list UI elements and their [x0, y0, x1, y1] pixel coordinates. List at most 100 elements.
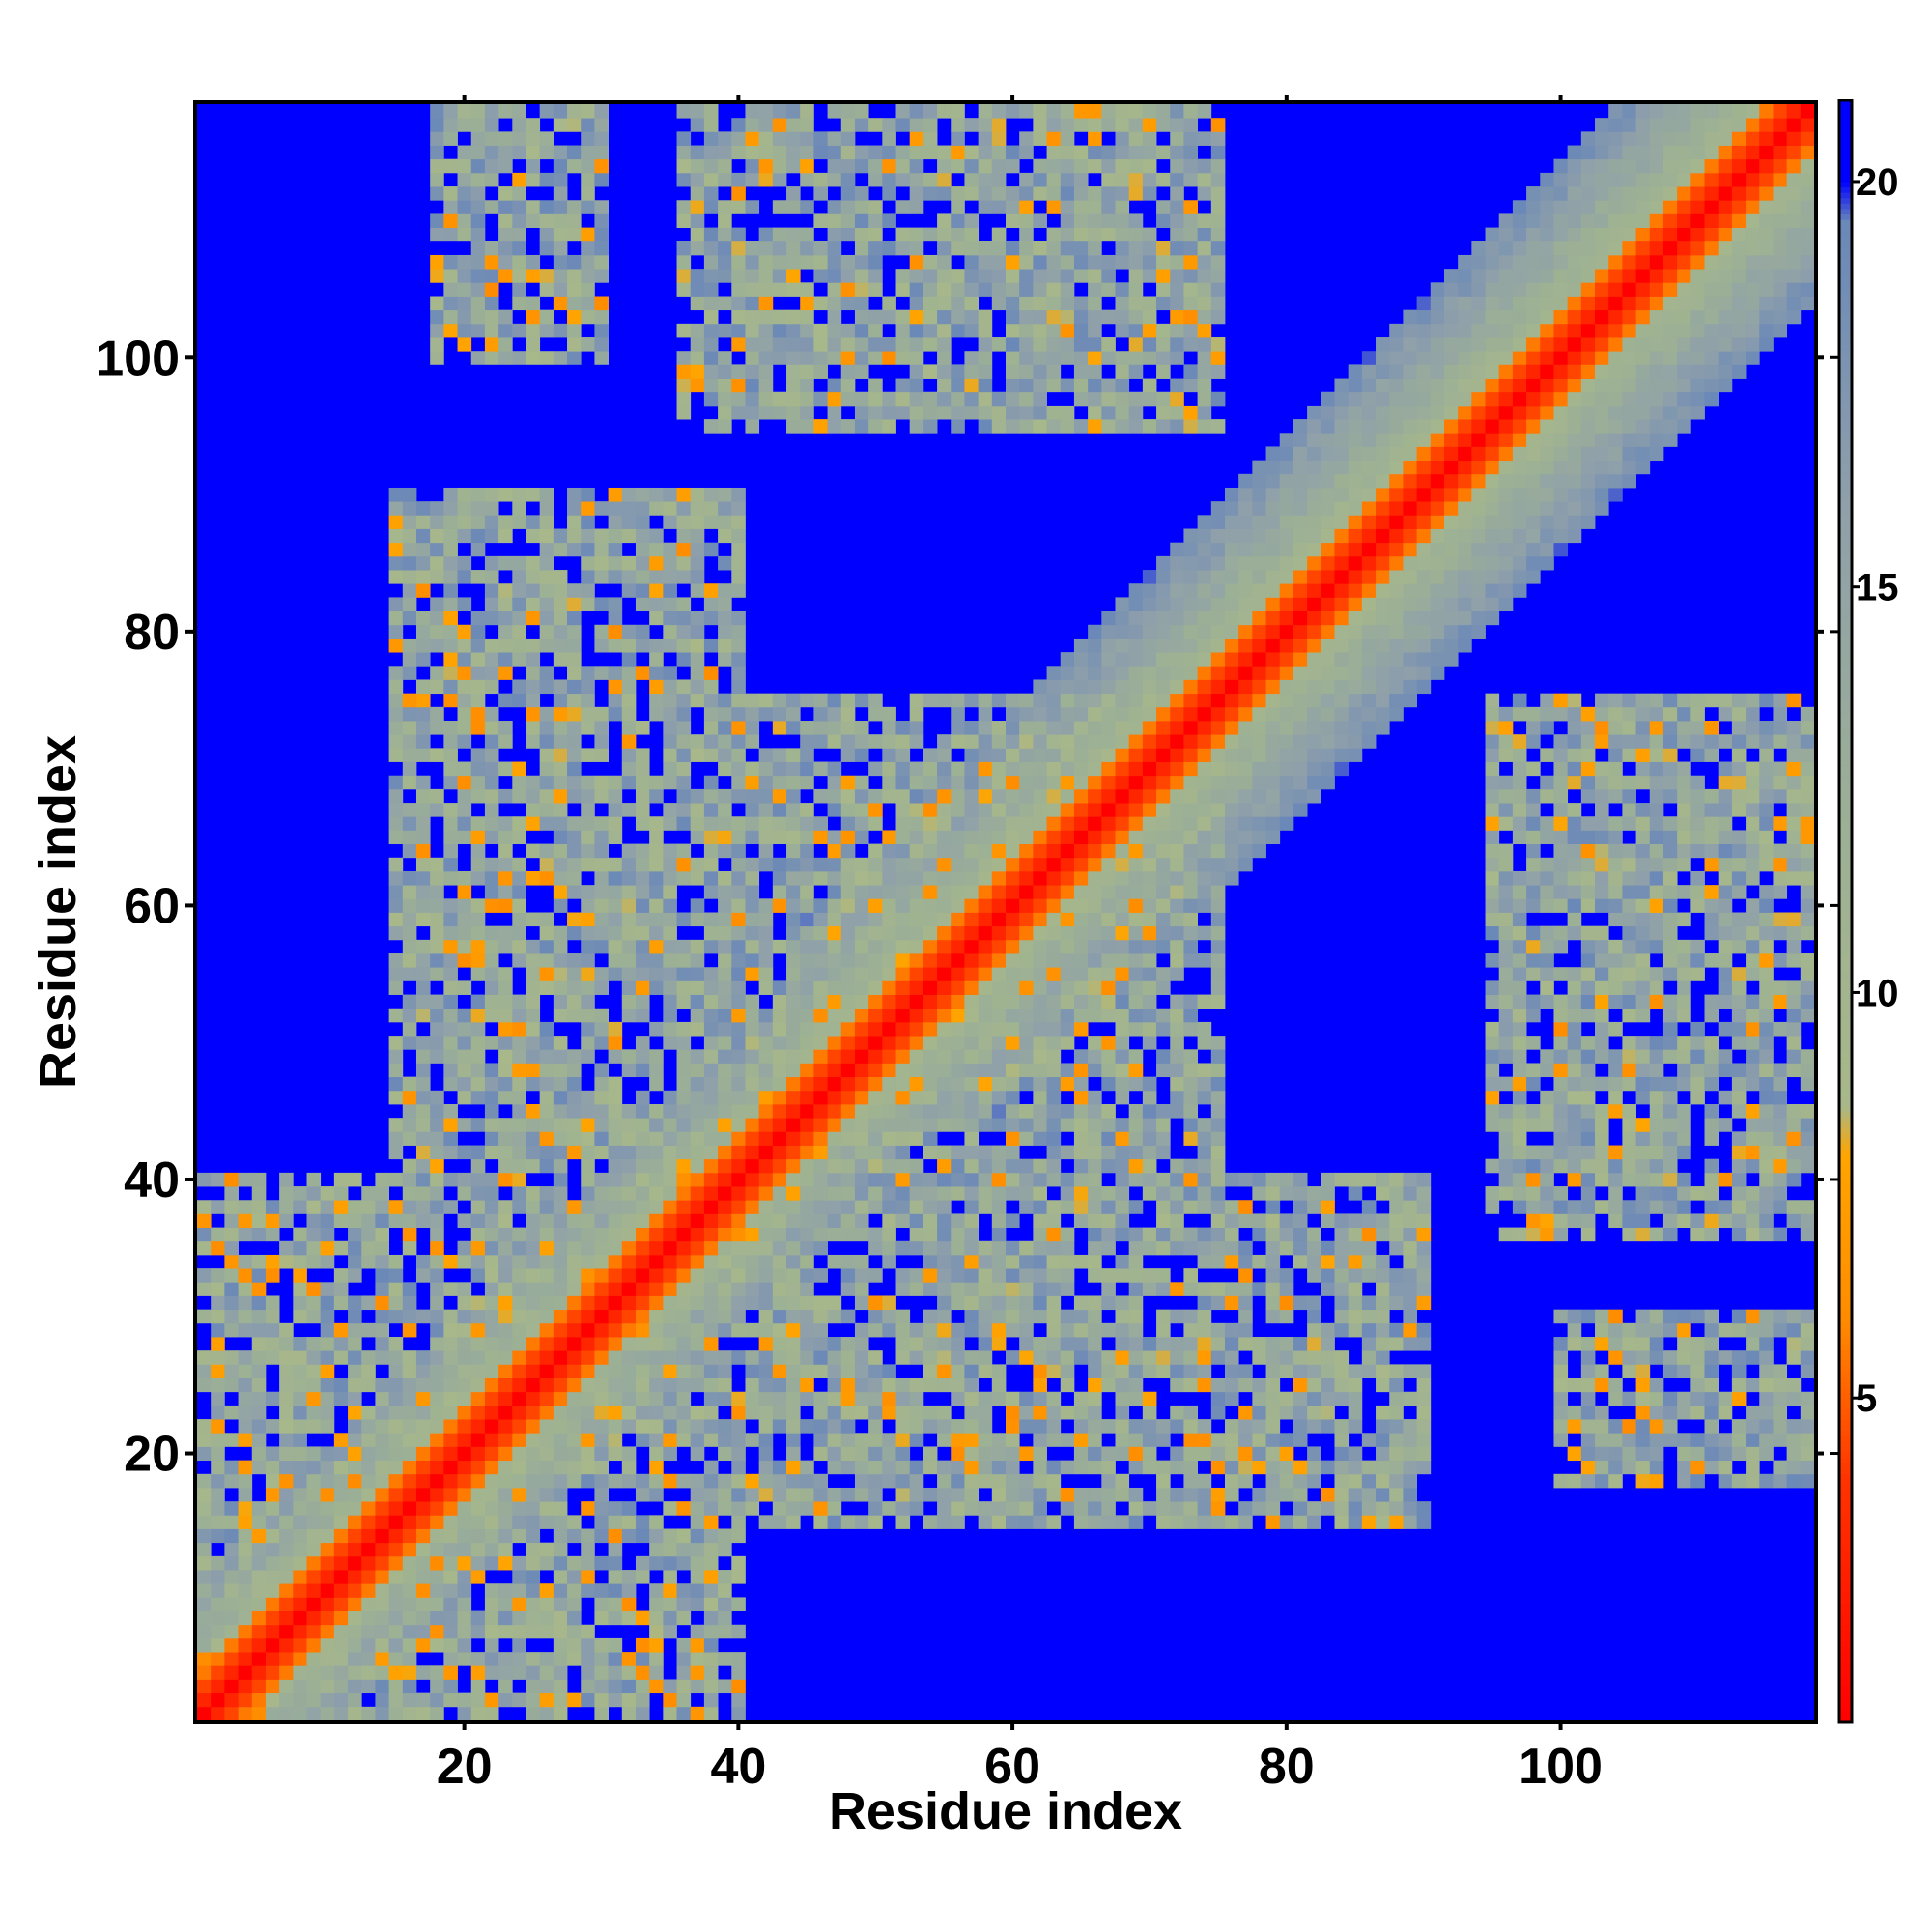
- heatmap-cell: [224, 1309, 239, 1324]
- heatmap-cell: [265, 1337, 280, 1351]
- heatmap-cell: [1704, 1433, 1719, 1447]
- heatmap-cell: [1498, 1227, 1514, 1242]
- heatmap-cell: [1649, 1337, 1664, 1351]
- heatmap-cell: [772, 282, 787, 297]
- heatmap-cell: [581, 1158, 595, 1174]
- heatmap-cell: [635, 1322, 650, 1338]
- heatmap-cell: [663, 555, 677, 571]
- heatmap-cell: [1348, 1254, 1363, 1269]
- heatmap-cell: [1170, 1405, 1184, 1420]
- heatmap-cell: [635, 816, 650, 831]
- heatmap-cell: [827, 734, 842, 749]
- heatmap-cell: [663, 638, 677, 653]
- heatmap-cell: [1608, 1309, 1623, 1324]
- heatmap-cell: [1512, 1186, 1527, 1201]
- heatmap-cell: [470, 666, 486, 680]
- heatmap-cell: [484, 1118, 499, 1132]
- heatmap-cell: [703, 1254, 719, 1269]
- heatmap-cell: [1183, 1240, 1199, 1256]
- heatmap-cell: [457, 555, 472, 571]
- heatmap-cell: [1731, 1350, 1747, 1365]
- heatmap-cell: [772, 1008, 787, 1023]
- heatmap-cell: [443, 1515, 458, 1529]
- heatmap-cell: [991, 1172, 1007, 1187]
- heatmap-cell: [786, 391, 801, 407]
- heatmap-cell: [1128, 1515, 1144, 1529]
- heatmap-cell: [731, 1555, 746, 1571]
- heatmap-cell: [1677, 1145, 1691, 1160]
- heatmap-cell: [512, 1295, 526, 1311]
- heatmap-cell: [1773, 1063, 1788, 1078]
- heatmap-cell: [690, 1570, 705, 1584]
- heatmap-cell: [594, 1118, 609, 1132]
- heatmap-cell: [854, 1200, 869, 1214]
- heatmap-cell: [786, 1076, 801, 1092]
- heatmap-cell: [1006, 1131, 1020, 1146]
- heatmap-cell: [581, 1172, 595, 1187]
- heatmap-cell: [470, 118, 486, 132]
- heatmap-cell: [978, 1446, 993, 1462]
- heatmap-cell: [608, 816, 623, 831]
- heatmap-cell: [197, 1528, 212, 1544]
- heatmap-cell: [854, 939, 869, 954]
- heatmap-cell: [1540, 1103, 1554, 1119]
- heatmap-cell: [1786, 1118, 1802, 1132]
- heatmap-cell: [649, 939, 664, 954]
- heatmap-cell: [415, 515, 431, 529]
- heatmap-cell: [498, 323, 513, 338]
- heatmap-cell: [703, 1405, 719, 1420]
- heatmap-cell: [553, 803, 568, 817]
- heatmap-cell: [388, 1460, 404, 1475]
- heatmap-cell: [512, 1637, 526, 1653]
- heatmap-cell: [581, 200, 595, 214]
- heatmap-cell: [718, 1049, 732, 1064]
- heatmap-cell: [649, 1200, 664, 1214]
- heatmap-cell: [800, 953, 814, 968]
- heatmap-cell: [457, 679, 472, 695]
- heatmap-cell: [868, 1446, 883, 1462]
- heatmap-cell: [937, 1309, 952, 1324]
- heatmap-cell: [676, 967, 692, 981]
- heatmap-cell: [1622, 1063, 1636, 1078]
- heatmap-cell: [526, 351, 541, 365]
- heatmap-cell: [1006, 1049, 1020, 1064]
- heatmap-cell: [526, 734, 541, 749]
- heatmap-cell: [813, 1213, 828, 1228]
- heatmap-cell: [211, 1679, 225, 1694]
- heatmap-cell: [854, 830, 869, 845]
- heatmap-cell: [470, 1692, 486, 1708]
- heatmap-cell: [484, 337, 499, 352]
- heatmap-cell: [1265, 1378, 1281, 1393]
- heatmap-cell: [211, 1692, 225, 1708]
- heatmap-cell: [553, 679, 568, 695]
- heatmap-cell: [964, 1501, 980, 1516]
- heatmap-cell: [1156, 1063, 1171, 1078]
- heatmap-cell: [375, 1706, 390, 1721]
- heatmap-cell: [813, 1405, 828, 1420]
- heatmap-cell: [1746, 1076, 1760, 1092]
- heatmap-cell: [635, 885, 650, 899]
- heatmap-cell: [895, 1186, 911, 1201]
- heatmap-cell: [758, 337, 774, 352]
- heatmap-cell: [703, 1008, 719, 1023]
- heatmap-cell: [827, 1063, 842, 1078]
- heatmap-cell: [498, 309, 513, 325]
- heatmap-cell: [731, 1322, 746, 1338]
- heatmap-cell: [1238, 1337, 1253, 1351]
- heatmap-cell: [621, 1049, 637, 1064]
- heatmap-cell: [991, 1460, 1007, 1475]
- heatmap-cell: [581, 1322, 595, 1338]
- heatmap-cell: [854, 1076, 869, 1092]
- heatmap-cell: [1526, 1213, 1541, 1228]
- heatmap-cell: [388, 816, 404, 831]
- heatmap-cell: [951, 1118, 965, 1132]
- heatmap-cell: [498, 1364, 513, 1378]
- heatmap-cell: [361, 1433, 376, 1447]
- heatmap-cell: [430, 186, 444, 201]
- heatmap-cell: [649, 912, 664, 927]
- heatmap-cell: [512, 1145, 526, 1160]
- heatmap-cell: [827, 131, 842, 146]
- heatmap-cell: [293, 1501, 307, 1516]
- heatmap-cell: [211, 1473, 225, 1489]
- heatmap-cell: [854, 1254, 869, 1269]
